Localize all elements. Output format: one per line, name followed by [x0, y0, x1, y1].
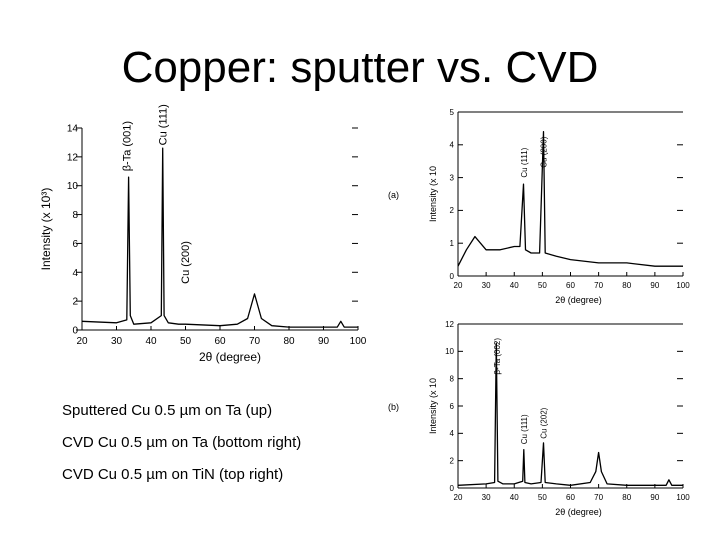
x-tick-label: 30 [482, 493, 491, 502]
y-tick-label: 5 [450, 108, 455, 117]
x-tick-label: 70 [249, 336, 261, 347]
y-tick-label: 6 [450, 402, 455, 411]
diffraction-trace [81, 147, 358, 328]
x-tick-label: 40 [145, 336, 157, 347]
x-tick-label: 90 [650, 493, 659, 502]
y-tick-label: 6 [72, 239, 78, 250]
panel-label: (a) [388, 190, 399, 200]
y-tick-label: 4 [450, 429, 455, 438]
diffraction-trace [457, 342, 683, 486]
x-axis-label: 2θ (degree) [555, 507, 602, 517]
y-axis-label: Intensity (x 10³) [39, 188, 53, 271]
y-tick-label: 0 [450, 272, 455, 281]
x-tick-label: 100 [676, 493, 690, 502]
peak-label: β-Ta (002) [493, 338, 502, 375]
y-tick-label: 2 [450, 206, 455, 215]
x-tick-label: 80 [622, 493, 631, 502]
y-tick-label: 0 [450, 484, 455, 493]
x-tick-label: 40 [510, 281, 519, 290]
x-tick-label: 90 [650, 281, 659, 290]
y-tick-label: 1 [450, 239, 455, 248]
xrd-panel-3: 0 2 4 6 8 10 12 20 30 40 50 60 70 80 90 100 2θ (degree) I… [388, 320, 690, 517]
peak-label: Cu (111) [520, 147, 529, 177]
x-tick-label: 30 [111, 336, 123, 347]
x-tick-label: 60 [566, 281, 575, 290]
caption-sputtered: Sputtered Cu 0.5 µm on Ta (up) [62, 402, 273, 419]
x-tick-label: 70 [594, 281, 603, 290]
y-tick-label: 12 [445, 320, 454, 329]
x-tick-label: 60 [566, 493, 575, 502]
peak-label: Cu (202) [540, 407, 549, 438]
slide-title: Copper: sputter vs. CVD [121, 43, 599, 92]
x-tick-label: 20 [76, 336, 88, 347]
x-tick-label: 50 [538, 281, 547, 290]
x-tick-label: 20 [454, 493, 463, 502]
x-axis-label: 2θ (degree) [199, 350, 261, 364]
y-tick-label: 0 [72, 326, 78, 337]
x-axis-label: 2θ (degree) [555, 295, 602, 305]
x-tick-label: 20 [454, 281, 463, 290]
y-tick-label: 2 [450, 456, 455, 465]
caption-cvd-ta: CVD Cu 0.5 µm on Ta (bottom right) [62, 434, 302, 451]
y-tick-label: 14 [67, 124, 79, 135]
x-tick-label: 100 [676, 281, 690, 290]
x-tick-label: 80 [283, 336, 295, 347]
panel-label: (b) [388, 402, 399, 412]
y-tick-label: 10 [445, 347, 454, 356]
caption-cvd-tin: CVD Cu 0.5 µm on TiN (top right) [62, 466, 284, 483]
x-tick-label: 90 [318, 336, 330, 347]
peak-label: Cu (111) [158, 104, 170, 145]
x-tick-label: 30 [482, 281, 491, 290]
peak-label: Cu (200) [180, 241, 192, 284]
x-tick-label: 50 [180, 336, 192, 347]
y-axis-label: Intensity (x 10 [428, 166, 438, 222]
y-tick-label: 8 [450, 374, 455, 383]
y-tick-label: 3 [450, 173, 455, 182]
y-tick-label: 4 [72, 268, 78, 279]
xrd-panel-1: 0 2 4 6 8 10 12 14 20 30 40 50 60 70 80 90 100 2θ (degree… [39, 104, 367, 364]
x-tick-label: 60 [214, 336, 226, 347]
x-tick-label: 50 [538, 493, 547, 502]
x-tick-label: 40 [510, 493, 519, 502]
peak-label: β-Ta (001) [121, 121, 133, 171]
diffraction-trace [457, 131, 683, 267]
y-tick-label: 4 [450, 141, 455, 150]
y-tick-label: 10 [67, 181, 79, 192]
y-tick-label: 2 [72, 297, 78, 308]
x-tick-label: 70 [594, 493, 603, 502]
x-tick-label: 80 [622, 281, 631, 290]
y-tick-label: 8 [72, 210, 78, 221]
y-tick-label: 12 [67, 152, 79, 163]
xrd-panel-2: 0 1 2 3 4 5 20 30 40 50 60 70 80 90 100 2θ (degree) Inte… [388, 108, 690, 305]
y-axis-label: Intensity (x 10 [428, 378, 438, 434]
peak-label: Cu (111) [520, 414, 529, 444]
peak-label: Cu (200) [540, 136, 549, 167]
x-tick-label: 100 [350, 336, 367, 347]
